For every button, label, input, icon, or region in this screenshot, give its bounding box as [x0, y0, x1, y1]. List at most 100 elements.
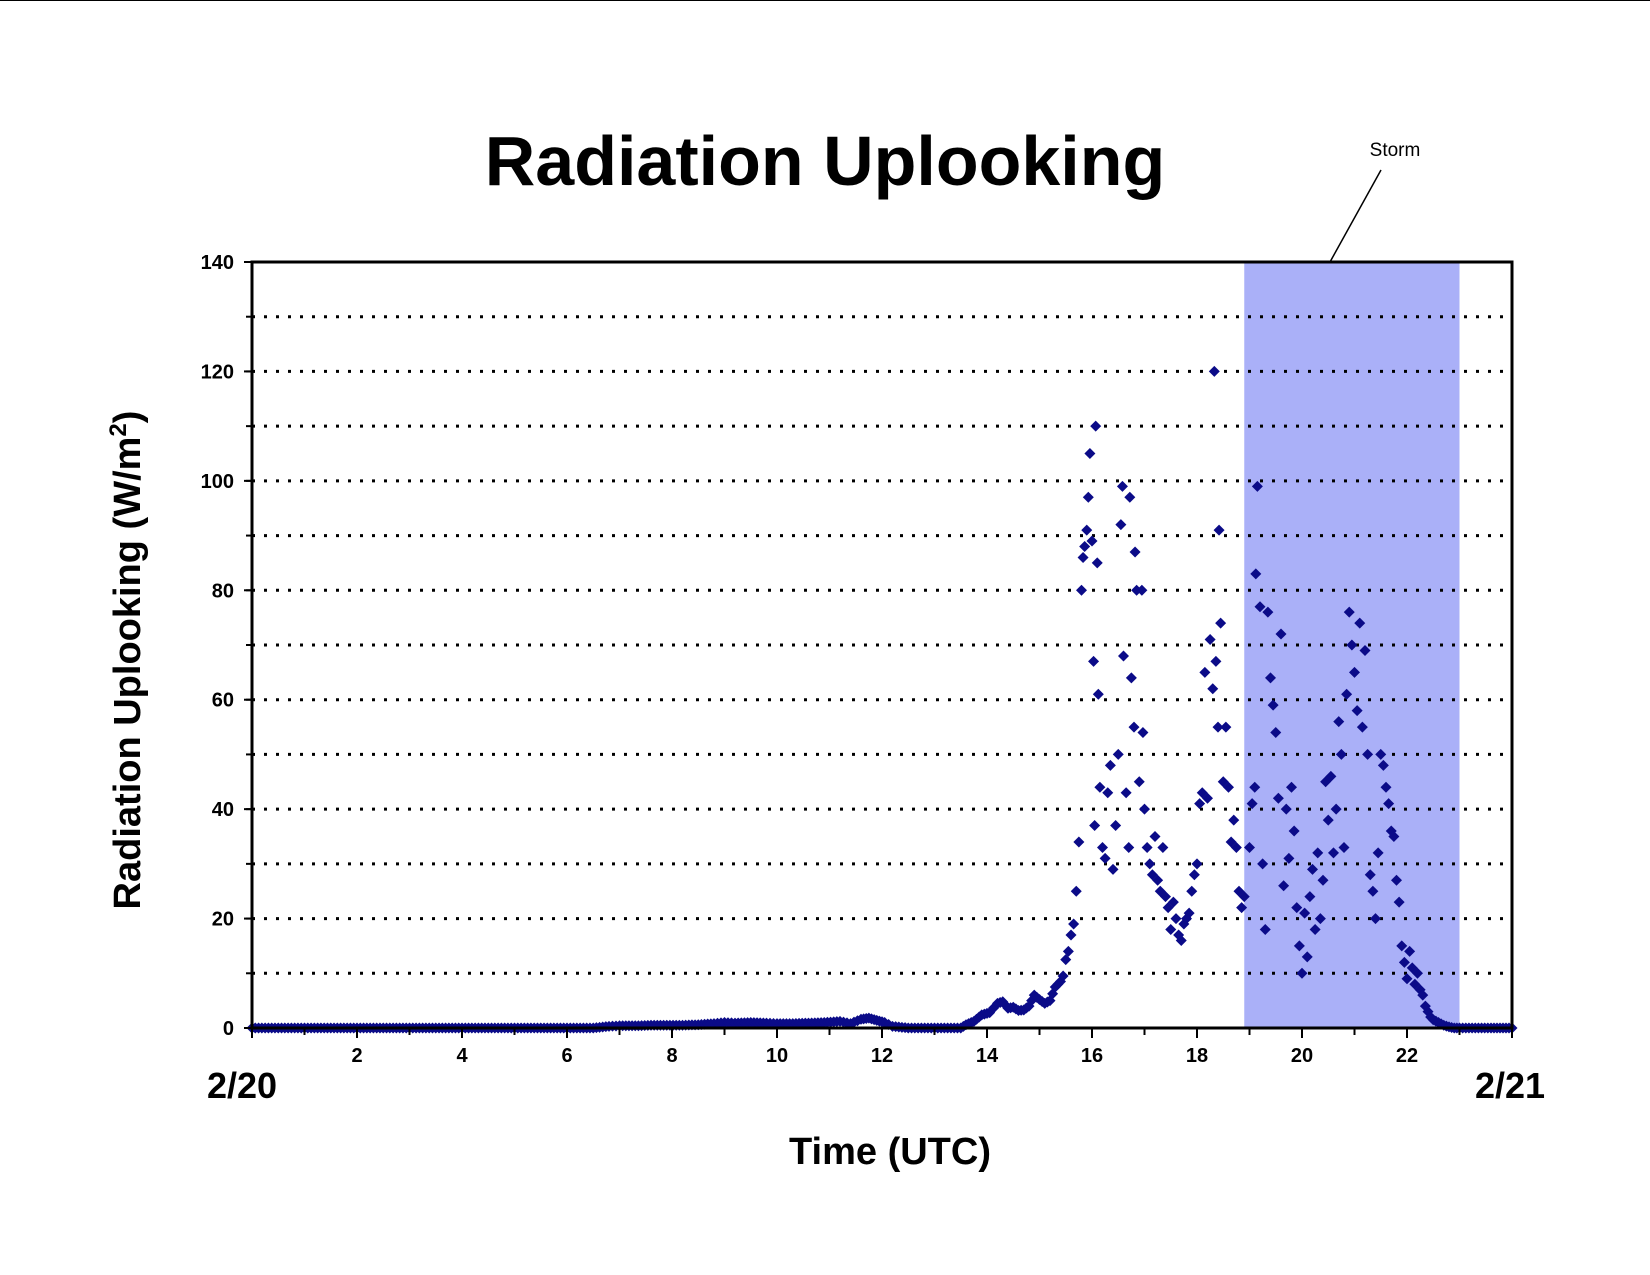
data-point: [1307, 863, 1318, 875]
data-point: [1160, 891, 1171, 903]
x-tick-label: 2: [351, 1045, 362, 1067]
data-point: [1278, 880, 1290, 892]
data-point: [1204, 634, 1216, 646]
data-point: [1076, 584, 1087, 596]
data-point: [1112, 748, 1124, 760]
data-point: [1102, 787, 1114, 799]
data-point: [1280, 803, 1292, 815]
data-point: [1262, 606, 1274, 618]
data-point: [1079, 541, 1091, 553]
data-point: [1194, 798, 1206, 810]
data-point: [1188, 869, 1200, 881]
y-axis-title-main: Radiation Uplooking (W/m: [107, 437, 149, 910]
data-point: [1110, 820, 1122, 832]
data-point: [1270, 727, 1282, 739]
data-point: [1212, 721, 1224, 733]
data-point: [1330, 803, 1342, 815]
data-point: [1349, 666, 1360, 678]
data-point: [1208, 365, 1220, 377]
data-point: [1116, 480, 1128, 492]
data-point: [1207, 683, 1219, 695]
data-point: [1309, 924, 1321, 936]
data-point: [1165, 924, 1177, 936]
data-point: [1383, 798, 1395, 810]
data-point: [1199, 666, 1211, 678]
data-point: [1272, 792, 1284, 804]
y-axis-title-close: ): [107, 411, 149, 424]
y-tick-label: 100: [201, 471, 234, 493]
data-point: [1129, 546, 1141, 558]
data-point: [1396, 940, 1408, 952]
data-point: [1081, 524, 1093, 536]
data-point: [1238, 891, 1250, 903]
data-point: [1341, 688, 1353, 700]
chart-title: Radiation Uplooking: [485, 122, 1166, 200]
data-point: [1124, 491, 1136, 503]
data-point: [1372, 847, 1384, 859]
data-point: [1359, 644, 1371, 656]
data-point: [1094, 781, 1106, 793]
y-tick-label: 0: [223, 1018, 234, 1040]
data-point: [1288, 825, 1300, 837]
data-point: [1257, 858, 1269, 870]
y-axis-title-superscript: 2: [105, 423, 132, 436]
storm-annotation-label: Storm: [1370, 140, 1421, 161]
data-point: [1060, 954, 1072, 966]
data-point: [1346, 639, 1358, 651]
data-point: [1322, 814, 1334, 826]
data-point: [1104, 759, 1116, 771]
data-point: [1251, 480, 1263, 492]
y-tick-label: 20: [212, 909, 234, 931]
data-point: [1133, 776, 1145, 788]
data-point: [1139, 803, 1150, 815]
data-point: [1401, 973, 1413, 985]
data-point: [1068, 918, 1080, 930]
data-point: [1283, 852, 1295, 864]
data-point: [1210, 655, 1222, 667]
data-point: [1065, 929, 1077, 941]
data-point: [1333, 716, 1345, 728]
data-point: [1152, 874, 1164, 886]
data-point: [1362, 748, 1374, 760]
data-point: [1191, 858, 1203, 870]
data-point: [1144, 858, 1156, 870]
data-point: [1412, 967, 1423, 979]
data-point: [1338, 841, 1350, 853]
data-point: [1356, 721, 1368, 733]
data-point: [1123, 841, 1135, 853]
data-point: [1312, 847, 1324, 859]
data-point: [1375, 748, 1387, 760]
data-point: [1141, 841, 1153, 853]
data-point: [1125, 672, 1137, 684]
data-point: [1120, 787, 1132, 799]
data-point: [1250, 568, 1262, 580]
data-point: [1265, 672, 1276, 684]
y-tick-label: 40: [212, 799, 234, 821]
data-point: [1254, 601, 1266, 613]
data-point: [1091, 557, 1103, 569]
data-point: [1301, 951, 1313, 963]
y-tick-label: 60: [212, 690, 234, 712]
x-tick-label: 16: [1081, 1045, 1103, 1067]
data-point: [1183, 907, 1195, 919]
end-date-label: 2/21: [1475, 1065, 1545, 1106]
start-date-label: 2/20: [207, 1065, 277, 1106]
data-point: [1115, 519, 1127, 531]
data-point: [1170, 913, 1182, 925]
data-point: [1296, 967, 1308, 979]
data-point: [1157, 841, 1169, 853]
data-point: [1097, 841, 1108, 853]
x-tick-label: 12: [871, 1045, 893, 1067]
data-point: [1167, 896, 1179, 908]
data-point: [1325, 770, 1337, 782]
data-point: [1186, 885, 1198, 897]
data-point: [1291, 902, 1303, 914]
data-point: [1388, 831, 1400, 842]
data-point: [1417, 989, 1429, 1001]
data-point: [1380, 781, 1392, 793]
data-point: [1299, 907, 1311, 919]
x-tick-label: 14: [976, 1045, 999, 1067]
data-point: [1343, 606, 1355, 618]
data-point: [1118, 650, 1129, 662]
y-tick-label: 140: [201, 252, 234, 274]
